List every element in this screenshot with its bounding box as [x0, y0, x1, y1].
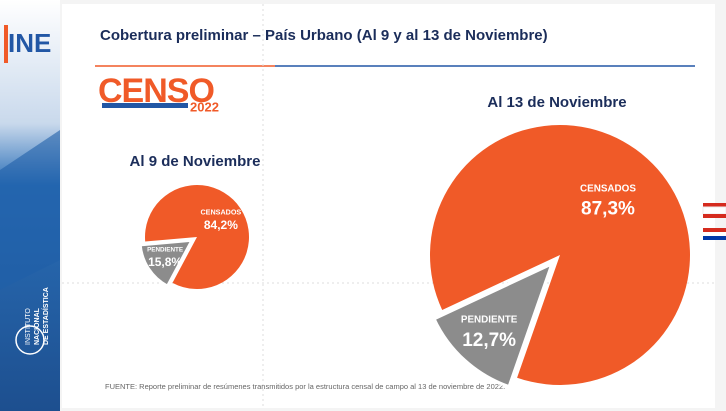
- pie-slice: [145, 184, 250, 289]
- institute-line: DE ESTADÍSTICA: [41, 287, 50, 345]
- slice-label: CENSADOS: [200, 208, 241, 217]
- flag: [703, 228, 726, 232]
- logo: INE: [8, 28, 51, 58]
- sidebar-shape: [0, 130, 60, 290]
- slide-title: Cobertura preliminar – País Urbano (Al 9…: [100, 27, 548, 44]
- flag: [703, 214, 726, 218]
- slice-label: PENDIENTE: [147, 246, 183, 253]
- source: FUENTE: Reporte preliminar de resúmenes …: [105, 382, 505, 391]
- slice-label: CENSADOS: [580, 183, 636, 194]
- pie-slice: [432, 261, 555, 389]
- pie-slice: [429, 124, 690, 385]
- flag: [703, 236, 726, 240]
- value-label: 87,3%: [581, 199, 635, 220]
- brand-year: 2022: [190, 99, 219, 114]
- chart-title: Al 13 de Noviembre: [487, 94, 626, 111]
- institute-line: NACIONAL: [34, 307, 41, 345]
- logo-accent: [4, 25, 8, 63]
- flag: [703, 203, 726, 207]
- brand-strip: [102, 103, 188, 108]
- flag: [703, 232, 726, 236]
- value-label: 84,2%: [204, 218, 238, 232]
- slice-label: PENDIENTE: [461, 315, 518, 326]
- chart-title: Al 9 de Noviembre: [130, 153, 261, 170]
- seal: [15, 325, 45, 355]
- pie-slice: [138, 238, 195, 289]
- value-label: 15,8%: [148, 255, 182, 269]
- value-label: 12,7%: [462, 330, 516, 351]
- flag: [702, 206, 726, 215]
